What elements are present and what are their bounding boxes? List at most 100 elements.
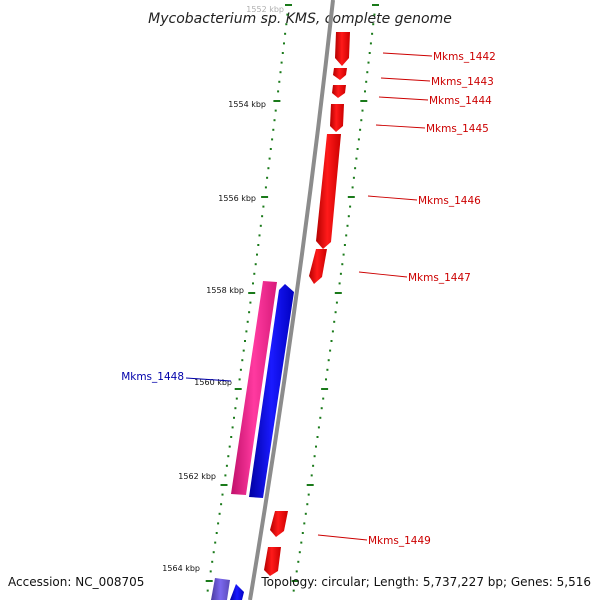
minor-tick xyxy=(347,215,350,218)
gene-label-mkms-1444[interactable]: Mkms_1444 xyxy=(429,95,492,107)
gene-labels-right: Mkms_1442 Mkms_1443 Mkms_1444 Mkms_1445 … xyxy=(368,51,496,547)
minor-tick xyxy=(339,272,342,275)
major-tick xyxy=(220,484,228,486)
minor-tick xyxy=(217,522,220,525)
gene-mkms-1444[interactable] xyxy=(332,85,346,98)
major-tick xyxy=(285,4,292,6)
minor-tick xyxy=(212,551,215,554)
minor-tick xyxy=(329,349,332,352)
minor-tick xyxy=(234,407,237,410)
major-tick xyxy=(291,580,299,582)
minor-tick xyxy=(354,167,357,170)
gene-mkms-1443[interactable] xyxy=(333,68,347,80)
scale-labels: 1552 kbp 1554 kbp 1556 kbp 1558 kbp 1560… xyxy=(162,5,284,573)
gene-blue-reverse[interactable] xyxy=(249,284,294,498)
minor-tick xyxy=(345,234,348,237)
gene-mkms-1442[interactable] xyxy=(335,32,350,66)
minor-tick xyxy=(300,541,303,544)
minor-tick xyxy=(272,128,275,131)
minor-tick xyxy=(352,176,355,179)
minor-tick xyxy=(366,71,369,74)
minor-tick xyxy=(349,205,352,208)
minor-tick xyxy=(239,368,242,371)
minor-tick xyxy=(342,253,345,256)
left-tick-track xyxy=(205,4,292,592)
gene-blue-bottom[interactable] xyxy=(230,584,244,600)
genome-summary-text: Topology: circular; Length: 5,737,227 bp… xyxy=(260,575,591,589)
minor-tick xyxy=(238,378,241,381)
minor-tick xyxy=(214,541,217,544)
minor-tick xyxy=(267,167,270,170)
gene-label-mkms-1447[interactable]: Mkms_1447 xyxy=(408,272,471,284)
gene-mkms-1445[interactable] xyxy=(330,104,344,132)
minor-tick xyxy=(365,80,368,83)
minor-tick xyxy=(246,320,249,323)
minor-tick xyxy=(280,61,283,64)
minor-tick xyxy=(367,61,370,64)
gene-label-mkms-1446[interactable]: Mkms_1446 xyxy=(418,195,481,207)
minor-tick xyxy=(371,32,374,35)
minor-tick xyxy=(307,493,310,496)
gene-label-mkms-1449[interactable]: Mkms_1449 xyxy=(368,535,431,547)
minor-tick xyxy=(312,464,315,467)
gene-label-mkms-1445[interactable]: Mkms_1445 xyxy=(426,123,489,135)
minor-tick xyxy=(320,407,323,410)
minor-tick xyxy=(306,503,309,506)
gene-label-mkms-1443[interactable]: Mkms_1443 xyxy=(431,76,494,88)
major-tick xyxy=(360,100,368,102)
minor-tick xyxy=(277,90,280,93)
gene-mkms-1446[interactable] xyxy=(316,134,341,249)
minor-tick xyxy=(327,359,330,362)
minor-tick xyxy=(315,445,317,448)
minor-tick xyxy=(235,397,238,400)
minor-tick xyxy=(230,436,233,438)
minor-tick xyxy=(368,52,371,54)
minor-tick xyxy=(364,90,366,93)
major-tick xyxy=(347,196,355,198)
minor-tick xyxy=(317,426,320,429)
map-title: Mycobacterium sp. KMS, complete genome xyxy=(148,11,452,27)
gene-mkms-1447[interactable] xyxy=(309,249,327,284)
minor-tick xyxy=(303,522,306,525)
minor-tick xyxy=(341,263,344,266)
minor-tick xyxy=(273,119,276,122)
gene-label-mkms-1442[interactable]: Mkms_1442 xyxy=(433,51,496,63)
minor-tick xyxy=(271,138,274,141)
minor-tick xyxy=(310,474,313,477)
minor-tick xyxy=(231,426,234,429)
minor-tick xyxy=(357,138,360,141)
major-tick xyxy=(372,4,379,6)
minor-tick xyxy=(252,282,254,285)
minor-tick xyxy=(351,186,354,189)
minor-tick xyxy=(322,397,325,400)
minor-tick xyxy=(284,32,287,35)
minor-tick xyxy=(211,560,214,563)
minor-tick xyxy=(286,13,289,16)
feature-pink-mkms-1448[interactable] xyxy=(231,281,277,495)
gene-mkms-1449-a[interactable] xyxy=(270,511,288,537)
minor-tick xyxy=(343,244,346,246)
minor-tick xyxy=(206,589,209,592)
major-tick xyxy=(205,580,213,582)
minor-tick xyxy=(295,570,298,573)
major-tick xyxy=(306,484,314,486)
minor-tick xyxy=(279,71,282,74)
gene-label-mkms-1448[interactable]: Mkms_1448 xyxy=(121,371,184,383)
feature-purple-bottom[interactable] xyxy=(211,578,230,600)
major-tick xyxy=(273,100,281,102)
major-tick xyxy=(321,388,329,390)
minor-tick xyxy=(233,416,235,419)
minor-tick xyxy=(331,330,334,333)
minor-tick xyxy=(244,340,246,342)
tick-label-1560: 1560 kbp xyxy=(194,378,232,387)
minor-tick xyxy=(283,42,285,45)
gene-mkms-1449-b[interactable] xyxy=(264,547,281,576)
minor-tick xyxy=(292,589,295,592)
minor-tick xyxy=(269,148,272,150)
minor-tick xyxy=(258,234,261,237)
minor-tick xyxy=(298,551,301,554)
tick-label-1558: 1558 kbp xyxy=(206,286,244,295)
major-tick xyxy=(261,196,269,198)
minor-tick xyxy=(325,378,327,381)
